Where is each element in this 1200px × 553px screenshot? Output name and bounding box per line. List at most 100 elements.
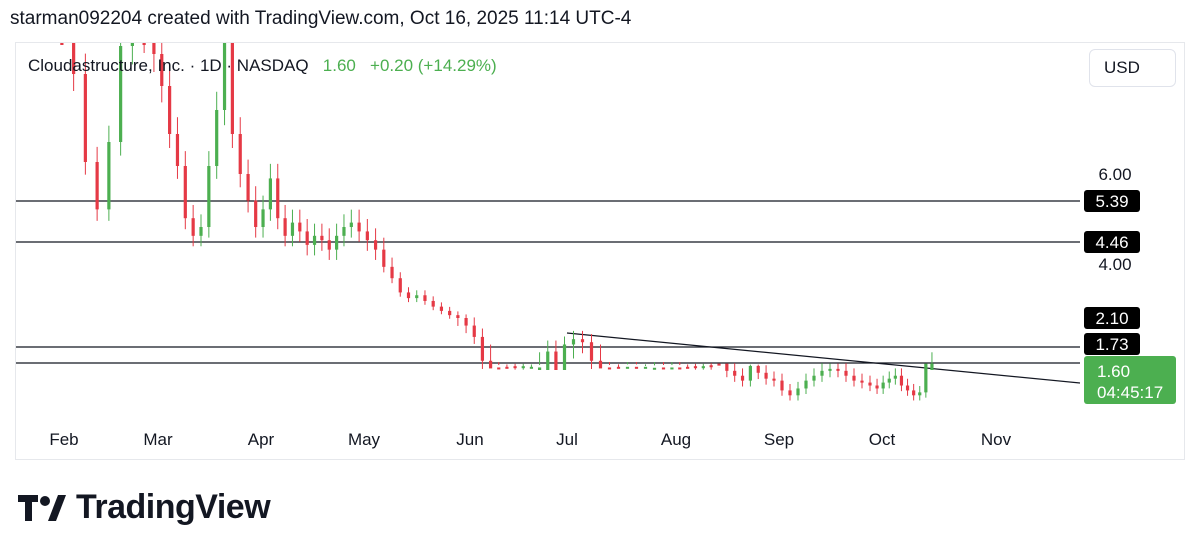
level-badge-bg: [1084, 190, 1140, 212]
currency-button[interactable]: USD: [1089, 49, 1176, 87]
candle-body: [733, 370, 737, 376]
candle-body: [607, 367, 612, 370]
x-axis-label: Apr: [248, 430, 275, 449]
candle-body: [130, 43, 134, 46]
candle-body: [175, 134, 180, 166]
candle-body: [83, 74, 87, 162]
candle-body: [772, 378, 776, 381]
candle-body: [160, 54, 164, 86]
x-axis-label: Jun: [456, 430, 483, 449]
candle-body: [693, 366, 698, 369]
symbol-legend: Cloudastructure, Inc. · 1D · NASDAQ 1.60…: [28, 56, 497, 76]
candle-body: [546, 351, 550, 370]
y-axis-tick-label: 6.00: [1098, 165, 1131, 184]
candle-body: [327, 240, 331, 250]
level-badge-bg: [1084, 231, 1140, 253]
candle-body: [472, 325, 476, 337]
price-badge: 2.10: [1095, 309, 1128, 328]
candle-body: [521, 366, 525, 369]
candle-body: [365, 231, 369, 241]
candle-body: [357, 222, 361, 232]
candle-body: [887, 378, 891, 383]
candle-body: [456, 315, 460, 318]
candle-body: [222, 43, 227, 110]
candle-body: [905, 385, 910, 391]
chart-attribution: starman092204 created with TradingView.c…: [10, 8, 632, 29]
level-badge-bg: [1084, 333, 1140, 355]
candle-body: [320, 235, 324, 241]
candle-body: [448, 310, 452, 316]
candle-body: [625, 366, 630, 369]
candle-body: [254, 200, 258, 228]
current-price-label: 1.60: [1097, 362, 1130, 381]
candle-body: [497, 367, 501, 370]
x-axis-label: Feb: [49, 430, 78, 449]
candle-body: [820, 370, 824, 376]
candle-body: [230, 43, 234, 134]
last-price: 1.60: [322, 56, 356, 75]
candle-body: [207, 166, 211, 228]
candle-body: [431, 300, 435, 307]
level-badge: 5.39: [1095, 192, 1128, 211]
price-change: +0.20 (+14.29%): [370, 56, 497, 75]
y-axis-tick-label: 4.00: [1098, 255, 1131, 274]
candle-body: [276, 178, 280, 219]
candle-body: [899, 375, 904, 386]
candle-body: [119, 46, 123, 142]
candle-body: [199, 227, 203, 236]
candle-body: [598, 360, 603, 369]
candle-body: [756, 365, 760, 373]
candle-body: [562, 344, 567, 370]
candle-body: [529, 366, 534, 369]
candle-body: [283, 218, 287, 236]
candle-body: [480, 336, 485, 361]
candle-body: [836, 368, 840, 371]
candle-body: [844, 370, 848, 376]
candle-body: [860, 380, 864, 383]
candle-body: [670, 367, 674, 370]
candle-body: [152, 43, 156, 54]
candle-body: [924, 363, 928, 393]
symbol-info[interactable]: Cloudastructure, Inc. · 1D · NASDAQ: [28, 56, 309, 75]
tradingview-wordmark: TradingView: [76, 488, 271, 526]
candle-body: [238, 134, 242, 174]
x-axis-label: Oct: [869, 430, 896, 449]
candle-body: [852, 375, 856, 381]
candle-body: [505, 366, 509, 369]
candle-body: [72, 43, 76, 74]
candle-body: [875, 385, 879, 389]
candle-body: [571, 339, 576, 345]
candle-body: [191, 218, 195, 236]
candle-body: [634, 366, 639, 369]
trendline: [566, 332, 1081, 384]
candle-body: [268, 178, 272, 210]
candle-body: [342, 227, 346, 236]
x-axis-label: Jul: [556, 430, 578, 449]
candle-body: [748, 365, 752, 381]
candle-body: [725, 363, 729, 371]
candle-body: [788, 390, 792, 396]
tradingview-logo[interactable]: TradingView: [18, 488, 271, 527]
chart-panel[interactable]: [15, 42, 1185, 460]
candle-body: [701, 366, 705, 369]
candle-body: [661, 367, 666, 370]
candle-body: [488, 360, 493, 369]
candle-body: [423, 295, 427, 301]
level-badge: 1.73: [1095, 335, 1128, 354]
candle-body: [812, 375, 816, 381]
level-badge: 4.46: [1095, 233, 1128, 252]
candle-body: [643, 366, 648, 369]
candle-body: [930, 363, 934, 370]
candle-body: [335, 235, 339, 250]
candle-body: [415, 295, 419, 299]
candle-body: [246, 174, 250, 201]
candle-body: [107, 142, 111, 210]
candle-body: [406, 292, 411, 299]
candle-body: [298, 222, 302, 232]
candle-body: [390, 266, 394, 279]
candle-body: [95, 162, 99, 210]
candle-body: [804, 380, 808, 389]
candle-body: [382, 249, 386, 267]
candle-body: [215, 110, 219, 166]
